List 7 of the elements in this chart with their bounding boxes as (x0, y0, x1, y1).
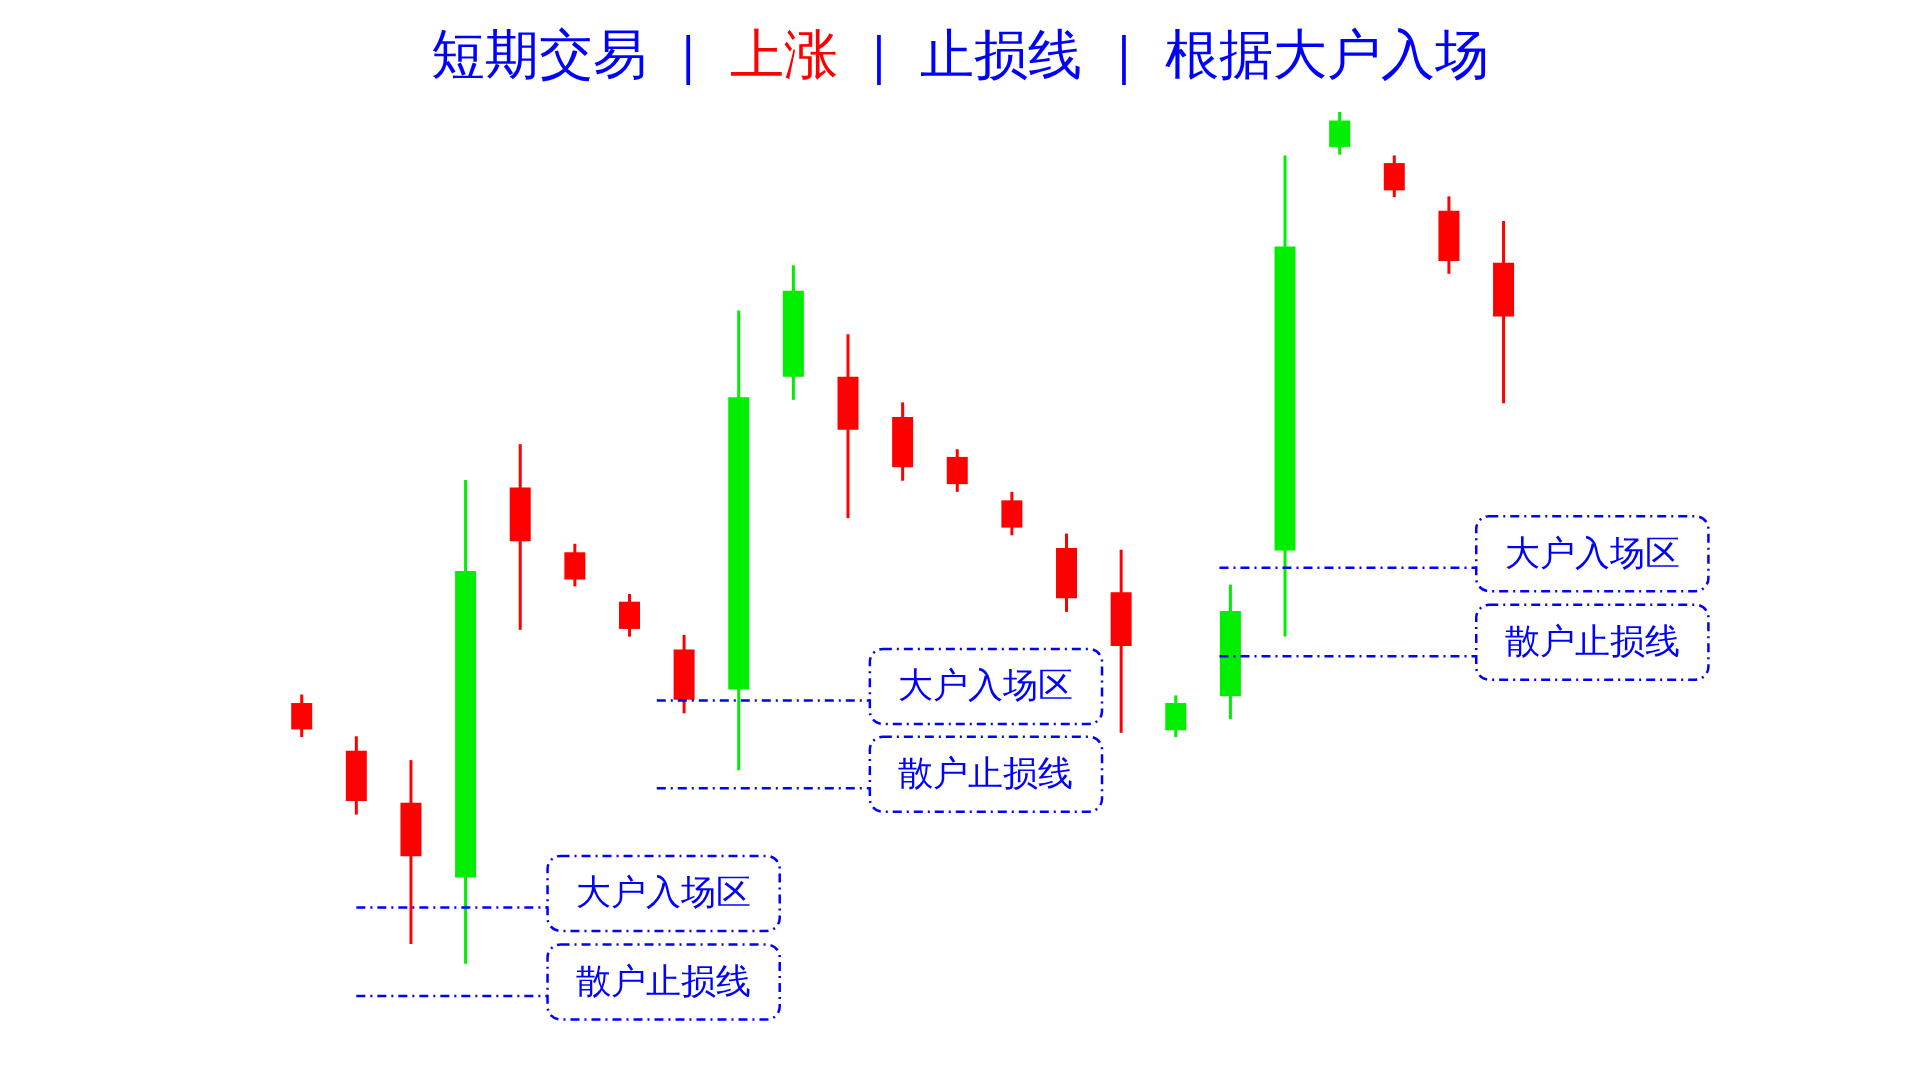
ref-line-label: 散户止损线 (576, 962, 752, 1001)
ref-line-label: 散户止损线 (898, 754, 1074, 794)
ref-line-label: 大户入场区 (898, 666, 1074, 706)
ref-line-label: 散户止损线 (1504, 622, 1680, 662)
ref-line-label: 大户入场区 (1504, 533, 1680, 573)
ref-line-label: 大户入场区 (576, 873, 752, 913)
chart-title: 短期交易 | 上涨 | 止损线 | 根据大户入场 (430, 25, 1490, 85)
